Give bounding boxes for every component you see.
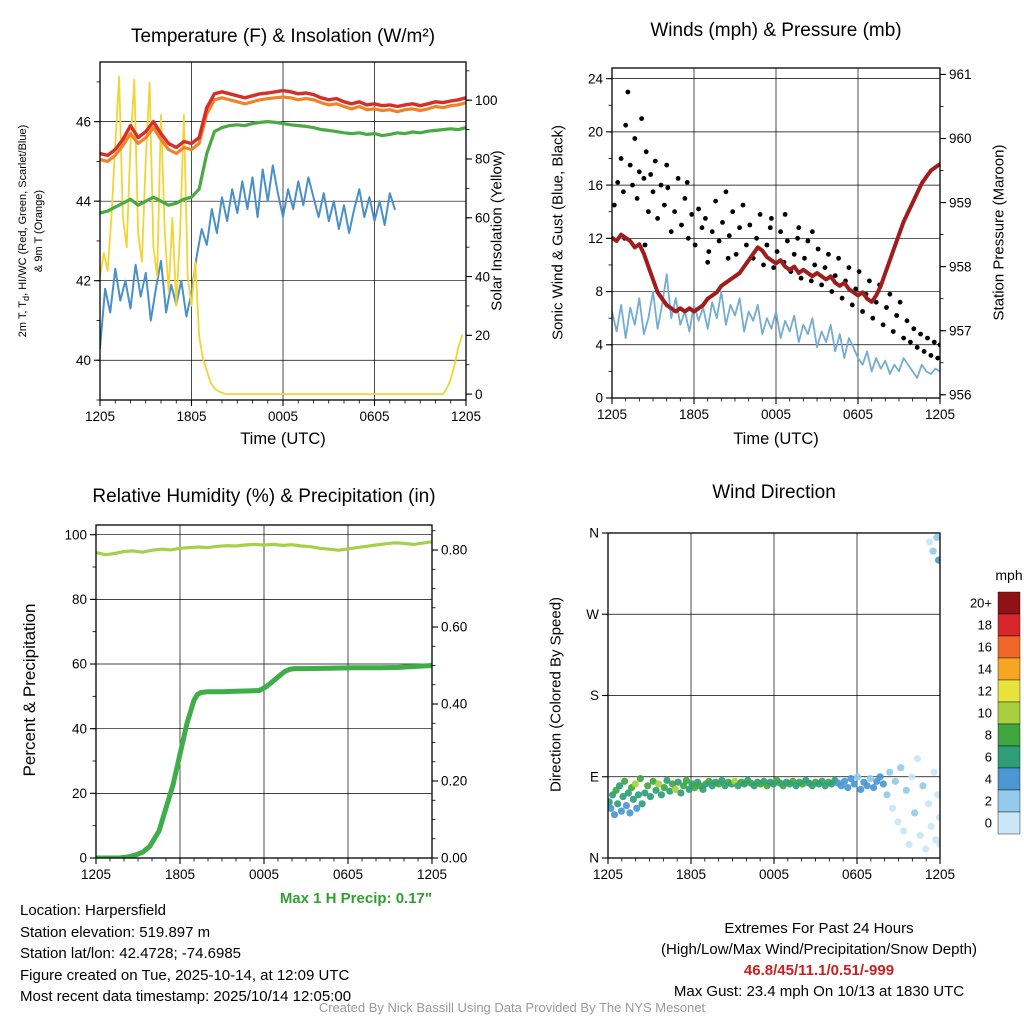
- dir-chart-title: Wind Direction: [712, 482, 836, 503]
- svg-text:0605: 0605: [842, 867, 872, 882]
- svg-text:1805: 1805: [676, 867, 706, 882]
- svg-text:1205: 1205: [451, 409, 481, 424]
- svg-text:0605: 0605: [359, 409, 389, 424]
- svg-text:961: 961: [949, 67, 972, 82]
- panel-temperature-insolation: Temperature (F) & Insolation (W/m²) 2m T…: [0, 0, 512, 470]
- extremes-values: 46.8/45/11.1/0.51/-999: [743, 962, 895, 979]
- station-latlon: Station lat/lon: 42.4728; -74.6985: [20, 945, 242, 962]
- wind-direction-chart: 1205 1805 0005 0605 1205NESWNmph20+181614121…: [586, 526, 1022, 882]
- svg-text:20: 20: [588, 125, 603, 140]
- svg-text:1205: 1205: [925, 867, 955, 882]
- svg-text:80: 80: [475, 152, 490, 167]
- svg-text:0: 0: [475, 387, 483, 402]
- figure-created: Figure created on Tue, 2025-10-14, at 12…: [20, 966, 350, 984]
- svg-text:0.80: 0.80: [441, 543, 467, 558]
- wind-x-axis-label: Time (UTC): [733, 430, 819, 448]
- temp-insolation-chart: 1205 1805 0005 0605 1205 40 42 44 46 0 20 40 60 80 100: [76, 61, 498, 424]
- svg-text:0.00: 0.00: [441, 851, 467, 866]
- svg-text:40: 40: [475, 269, 490, 284]
- svg-text:46: 46: [76, 114, 91, 129]
- svg-text:1205: 1205: [85, 409, 115, 424]
- svg-text:959: 959: [949, 195, 972, 210]
- svg-text:24: 24: [588, 71, 604, 86]
- max-gust: Max Gust: 23.4 mph On 10/13 at 1830 UTC: [673, 983, 965, 1000]
- svg-text:16: 16: [978, 640, 992, 655]
- svg-text:1805: 1805: [176, 409, 206, 424]
- station-info-block: Location: Harpersfield Station elevation…: [20, 900, 351, 1008]
- svg-text:957: 957: [949, 323, 972, 338]
- svg-text:1805: 1805: [165, 867, 195, 882]
- svg-text:0005: 0005: [761, 407, 791, 422]
- svg-text:4: 4: [595, 337, 603, 352]
- svg-text:1205: 1205: [597, 407, 627, 422]
- svg-text:0.40: 0.40: [441, 697, 467, 712]
- svg-text:12: 12: [978, 684, 992, 699]
- svg-text:18: 18: [978, 618, 992, 633]
- temp-chart-title: Temperature (F) & Insolation (W/m²): [130, 26, 436, 47]
- svg-text:44: 44: [76, 194, 92, 209]
- winds-pressure-chart: 1205 1805 0005 0605 120504812162024956957958…: [588, 67, 972, 422]
- svg-text:42: 42: [76, 273, 91, 288]
- panel-wind-direction: Wind Direction Direction (Colored By Spe…: [512, 472, 1024, 904]
- svg-text:40: 40: [72, 721, 87, 736]
- svg-text:960: 960: [949, 131, 972, 146]
- max-precip-annotation: Max 1 H Precip: 0.17": [279, 890, 432, 907]
- svg-text:1205: 1205: [593, 867, 623, 882]
- svg-text:0605: 0605: [843, 407, 873, 422]
- svg-text:60: 60: [72, 657, 87, 672]
- svg-text:mph: mph: [995, 567, 1022, 583]
- svg-text:40: 40: [76, 353, 91, 368]
- station-elevation: Station elevation: 519.897 m: [20, 923, 211, 941]
- svg-text:0.60: 0.60: [441, 620, 467, 635]
- svg-text:0: 0: [79, 851, 87, 866]
- svg-text:4: 4: [985, 772, 992, 787]
- svg-text:20+: 20+: [970, 596, 992, 611]
- extremes-title: Extremes For Past 24 Hours: [724, 920, 914, 937]
- svg-text:S: S: [590, 688, 599, 703]
- station-location: Location: Harpersfield: [20, 902, 166, 919]
- wind-chart-title: Winds (mph) & Pressure (mb): [650, 20, 902, 41]
- svg-text:20: 20: [72, 786, 87, 801]
- credit-line: Created By Nick Bassill Using Data Provi…: [318, 1000, 706, 1015]
- svg-text:6: 6: [985, 750, 992, 765]
- svg-text:80: 80: [72, 592, 87, 607]
- svg-text:N: N: [589, 526, 599, 541]
- svg-text:0: 0: [595, 391, 603, 406]
- svg-text:2: 2: [985, 794, 992, 809]
- svg-text:0005: 0005: [268, 409, 298, 424]
- svg-text:N: N: [589, 851, 599, 866]
- svg-text:10: 10: [978, 706, 992, 721]
- svg-text:0605: 0605: [333, 867, 363, 882]
- extremes-block: Extremes For Past 24 Hours (High/Low/Max…: [618, 918, 1020, 1002]
- temp-x-axis-label: Time (UTC): [240, 430, 326, 448]
- data-timestamp: Most recent data timestamp: 2025/10/14 1…: [20, 988, 352, 1005]
- svg-text:E: E: [590, 769, 599, 784]
- svg-text:1205: 1205: [417, 867, 447, 882]
- svg-text:W: W: [586, 607, 599, 622]
- rh-chart-title: Relative Humidity (%) & Precipitation (i…: [92, 486, 436, 507]
- extremes-subtitle: (High/Low/Max Wind/Precipitation/Snow De…: [661, 941, 977, 958]
- svg-text:956: 956: [949, 387, 972, 402]
- svg-text:14: 14: [978, 662, 992, 677]
- svg-text:60: 60: [475, 210, 490, 225]
- svg-text:16: 16: [588, 178, 603, 193]
- svg-text:8: 8: [595, 284, 603, 299]
- svg-text:12: 12: [588, 231, 603, 246]
- svg-text:1205: 1205: [81, 867, 111, 882]
- panel-winds-pressure: Winds (mph) & Pressure (mb) Sonic Wind &…: [512, 0, 1024, 470]
- svg-text:8: 8: [985, 728, 992, 743]
- svg-text:1205: 1205: [925, 407, 955, 422]
- humidity-precip-chart: 1205 1805 0005 0605 12050204060801000.000.20…: [64, 524, 467, 882]
- svg-text:0: 0: [985, 816, 992, 831]
- svg-text:1805: 1805: [679, 407, 709, 422]
- svg-text:100: 100: [475, 93, 498, 108]
- svg-text:20: 20: [475, 328, 490, 343]
- svg-text:0.20: 0.20: [441, 774, 467, 789]
- svg-text:0005: 0005: [249, 867, 279, 882]
- svg-text:0005: 0005: [759, 867, 789, 882]
- svg-text:100: 100: [64, 527, 87, 542]
- svg-text:958: 958: [949, 259, 972, 274]
- panel-humidity-precip: Relative Humidity (%) & Precipitation (i…: [0, 472, 512, 907]
